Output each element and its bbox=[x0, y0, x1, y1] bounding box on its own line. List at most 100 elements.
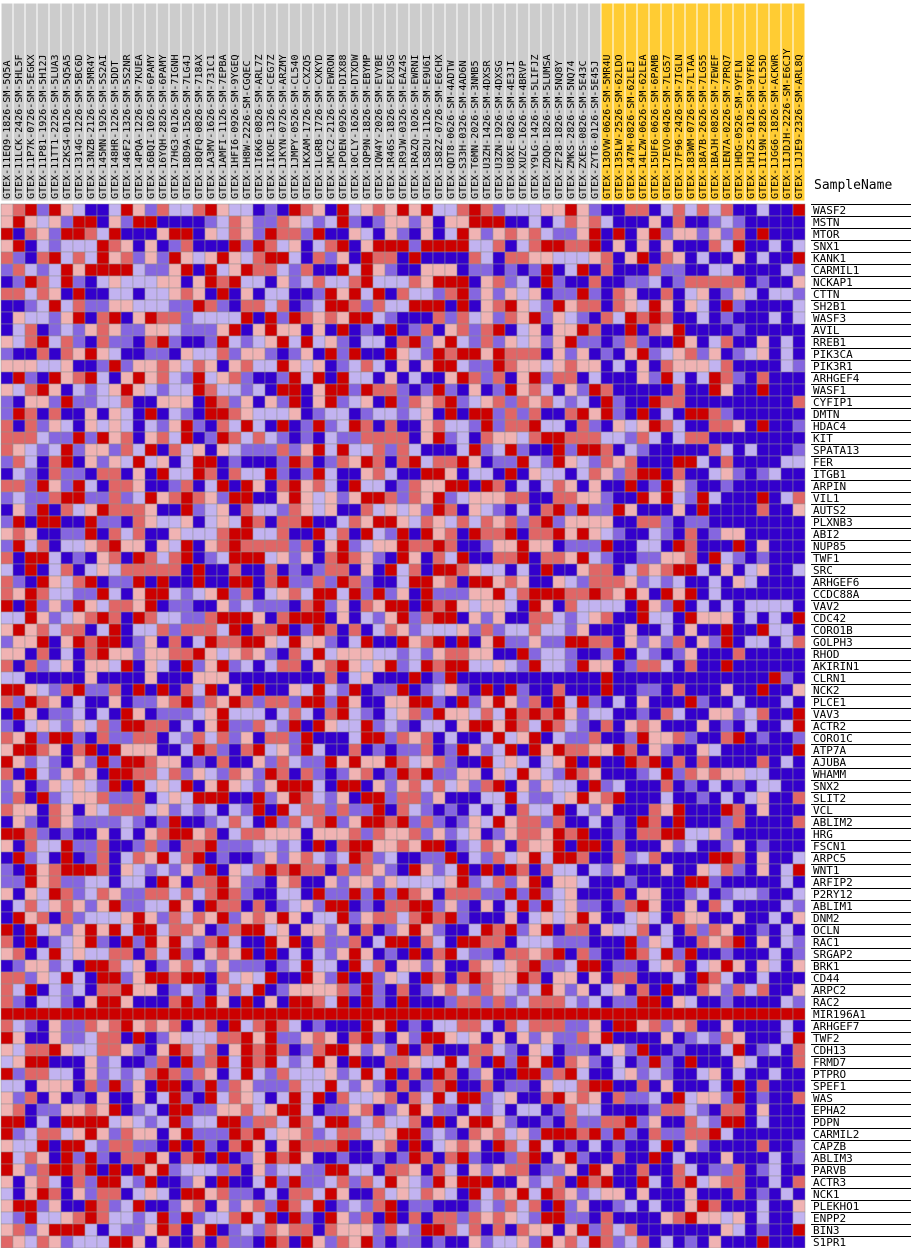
heatmap-cell bbox=[672, 983, 686, 997]
heatmap-cell bbox=[432, 203, 446, 217]
heatmap-cell bbox=[108, 791, 122, 805]
heatmap-cell bbox=[72, 359, 86, 373]
heatmap-cell bbox=[60, 335, 74, 349]
heatmap-cell bbox=[780, 527, 794, 541]
heatmap-cell bbox=[108, 719, 122, 733]
heatmap-cell bbox=[384, 227, 398, 241]
heatmap-cell bbox=[756, 239, 770, 253]
heatmap-cell bbox=[96, 839, 110, 853]
heatmap-cell bbox=[108, 359, 122, 373]
heatmap-cell bbox=[384, 335, 398, 349]
heatmap-cell bbox=[552, 527, 566, 541]
heatmap-cell bbox=[36, 647, 50, 661]
heatmap-cell bbox=[96, 539, 110, 553]
heatmap-cell bbox=[252, 839, 266, 853]
heatmap-cell bbox=[660, 743, 674, 757]
heatmap-cell bbox=[600, 1031, 614, 1045]
heatmap-cell bbox=[588, 551, 602, 565]
heatmap-cell bbox=[768, 959, 782, 973]
heatmap-cell bbox=[36, 515, 50, 529]
heatmap-cell bbox=[324, 347, 338, 361]
heatmap-cell bbox=[24, 527, 38, 541]
heatmap-cell bbox=[336, 767, 350, 781]
heatmap-cell bbox=[696, 755, 710, 769]
heatmap-cell bbox=[552, 935, 566, 949]
heatmap-cell bbox=[780, 671, 794, 685]
heatmap-cell bbox=[408, 983, 422, 997]
heatmap-cell bbox=[504, 539, 518, 553]
heatmap-cell bbox=[264, 587, 278, 601]
heatmap-cell bbox=[264, 863, 278, 877]
heatmap-cell bbox=[324, 1043, 338, 1057]
heatmap-cell bbox=[312, 935, 326, 949]
heatmap-cell bbox=[216, 803, 230, 817]
heatmap-cell bbox=[420, 1031, 434, 1045]
heatmap-cell bbox=[60, 635, 74, 649]
heatmap-cell bbox=[432, 1007, 446, 1021]
heatmap-cell bbox=[552, 683, 566, 697]
heatmap-cell bbox=[576, 395, 590, 409]
heatmap-cell bbox=[492, 539, 506, 553]
heatmap-cell bbox=[324, 431, 338, 445]
heatmap-cell bbox=[540, 755, 554, 769]
heatmap-cell bbox=[348, 419, 362, 433]
heatmap-cell bbox=[312, 875, 326, 889]
heatmap-cell bbox=[696, 923, 710, 937]
heatmap-cell bbox=[120, 287, 134, 301]
heatmap-cell bbox=[612, 947, 626, 961]
heatmap-cell bbox=[624, 299, 638, 313]
heatmap-cell bbox=[528, 1007, 542, 1021]
heatmap-cell bbox=[744, 251, 758, 265]
heatmap-cell bbox=[240, 599, 254, 613]
heatmap-cell bbox=[180, 299, 194, 313]
heatmap-cell bbox=[636, 959, 650, 973]
heatmap-cell bbox=[384, 935, 398, 949]
heatmap-cell bbox=[480, 263, 494, 277]
heatmap-cell bbox=[156, 371, 170, 385]
heatmap-cell bbox=[636, 431, 650, 445]
heatmap-cell bbox=[120, 467, 134, 481]
heatmap-cell bbox=[180, 251, 194, 265]
heatmap-cell bbox=[708, 779, 722, 793]
heatmap-cell bbox=[312, 563, 326, 577]
heatmap-cell bbox=[576, 875, 590, 889]
heatmap-cell bbox=[216, 1055, 230, 1069]
heatmap-cell bbox=[780, 239, 794, 253]
heatmap-cell bbox=[144, 383, 158, 397]
heatmap-cell bbox=[480, 887, 494, 901]
heatmap-cell bbox=[144, 527, 158, 541]
heatmap-cell bbox=[120, 443, 134, 457]
heatmap-cell bbox=[432, 419, 446, 433]
heatmap-cell bbox=[552, 635, 566, 649]
heatmap-cell bbox=[36, 935, 50, 949]
heatmap-cell bbox=[36, 1031, 50, 1045]
heatmap-cell bbox=[660, 671, 674, 685]
heatmap-cell bbox=[168, 359, 182, 373]
heatmap-cell bbox=[540, 983, 554, 997]
heatmap-cell bbox=[216, 959, 230, 973]
heatmap-cell bbox=[396, 239, 410, 253]
heatmap-cell bbox=[300, 551, 314, 565]
heatmap-cell bbox=[684, 503, 698, 517]
heatmap-cell bbox=[768, 719, 782, 733]
heatmap-cell bbox=[444, 227, 458, 241]
heatmap-cell bbox=[600, 731, 614, 745]
heatmap-cell bbox=[204, 623, 218, 637]
heatmap-cell bbox=[168, 251, 182, 265]
heatmap-cell bbox=[672, 215, 686, 229]
heatmap-cell bbox=[168, 515, 182, 529]
heatmap-cell bbox=[660, 839, 674, 853]
heatmap-cell bbox=[504, 719, 518, 733]
heatmap-cell bbox=[276, 587, 290, 601]
heatmap-cell bbox=[492, 323, 506, 337]
heatmap-cell bbox=[468, 587, 482, 601]
heatmap-cell bbox=[540, 671, 554, 685]
heatmap-cell bbox=[576, 623, 590, 637]
heatmap-cell bbox=[480, 203, 494, 217]
heatmap-cell bbox=[72, 539, 86, 553]
heatmap-cell bbox=[204, 1043, 218, 1057]
heatmap-cell bbox=[672, 623, 686, 637]
heatmap-cell bbox=[348, 959, 362, 973]
heatmap-cell bbox=[660, 647, 674, 661]
heatmap-cell bbox=[144, 551, 158, 565]
